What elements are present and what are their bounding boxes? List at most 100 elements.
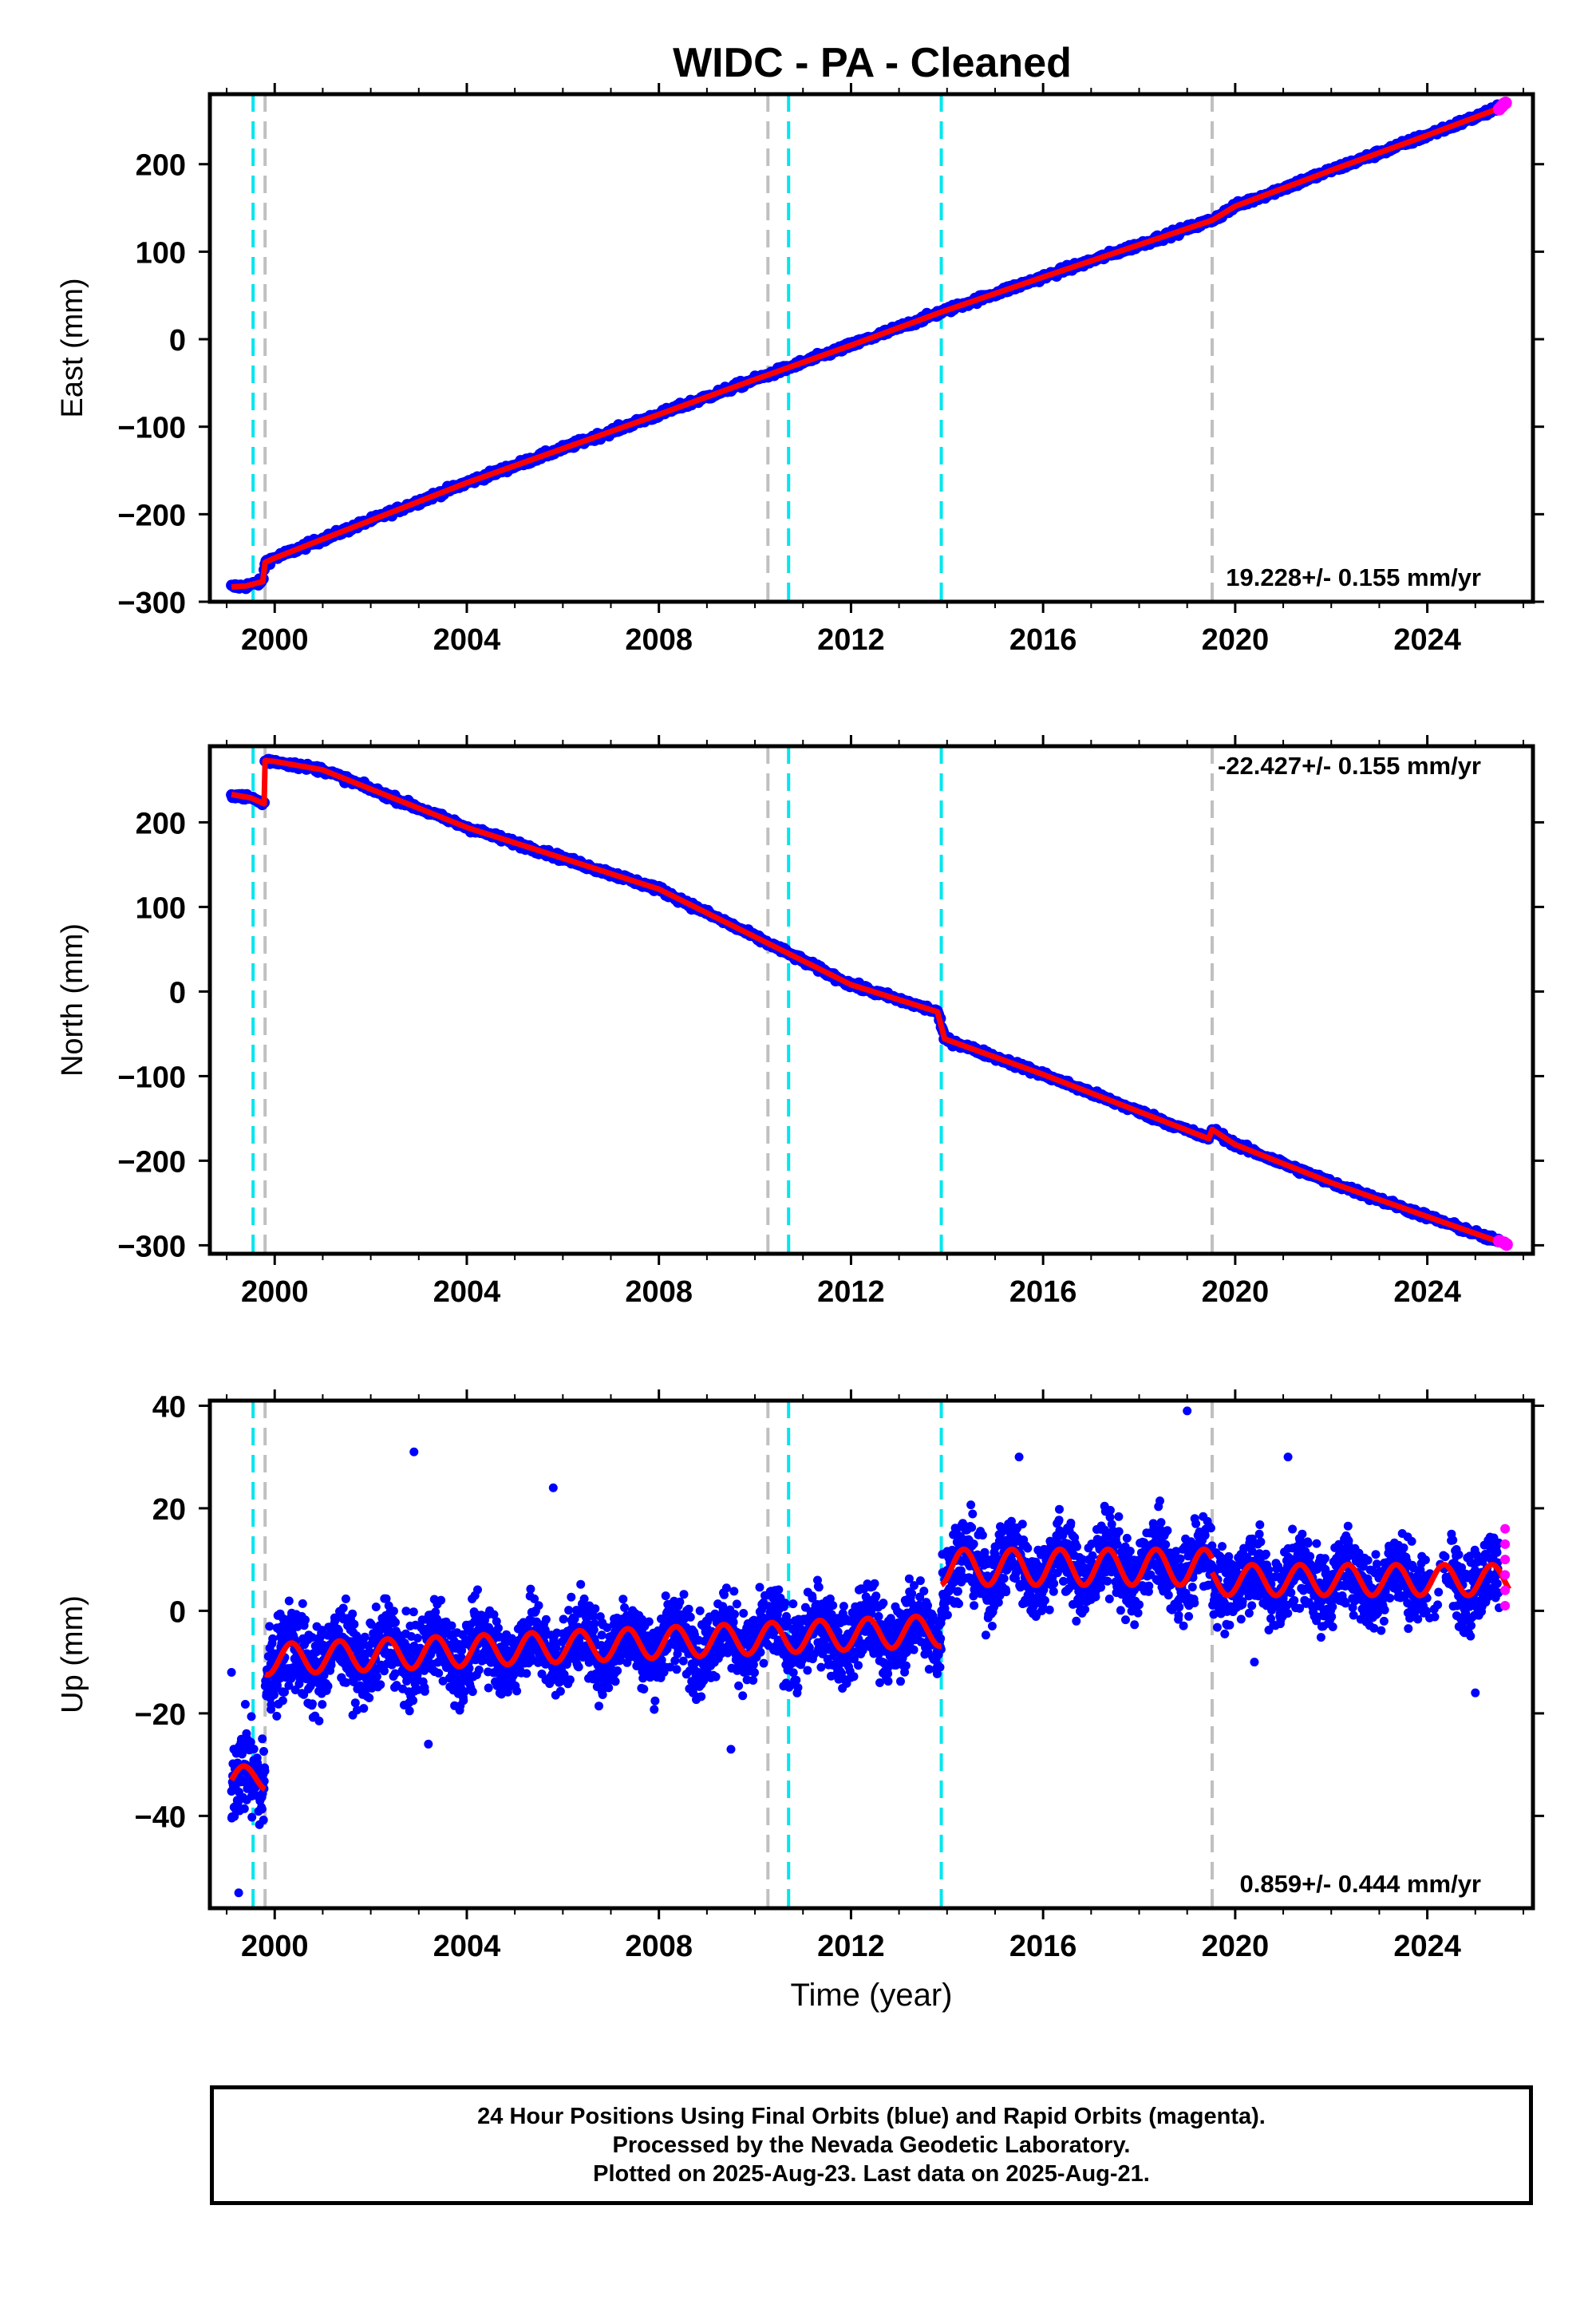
final-orbit-point: [576, 1579, 586, 1589]
final-orbit-point: [468, 1687, 477, 1697]
rapid-orbit-point: [1499, 96, 1512, 109]
final-orbit-point: [755, 1583, 764, 1592]
final-orbit-point: [259, 1747, 268, 1756]
final-orbit-point: [541, 1614, 551, 1624]
final-orbit-point: [803, 1666, 812, 1675]
x-tick-label: 2000: [241, 623, 309, 657]
final-orbit-point: [350, 1698, 360, 1708]
final-orbit-point: [249, 1745, 259, 1754]
final-orbit-point: [381, 1594, 391, 1603]
y-axis-label: East (mm): [56, 278, 89, 417]
final-orbit-point: [308, 1699, 317, 1709]
final-orbit-point: [492, 1617, 501, 1626]
final-orbit-point: [729, 1587, 739, 1596]
y-axis-label: North (mm): [56, 923, 89, 1077]
final-orbit-point: [695, 1606, 705, 1615]
final-orbit-point: [756, 1647, 765, 1657]
final-orbit-point: [380, 1666, 389, 1676]
final-orbit-point: [280, 1687, 289, 1697]
final-orbit-point: [738, 1691, 748, 1701]
plot-frame: [207, 744, 1535, 1256]
final-orbit-point: [413, 1634, 422, 1643]
final-orbit-point: [792, 1675, 801, 1685]
final-orbit-point: [318, 1626, 326, 1635]
final-orbit-point: [459, 1696, 468, 1705]
final-orbit-point: [644, 1617, 654, 1626]
y-tick-label: 0: [169, 324, 186, 358]
final-orbit-point: [239, 1804, 249, 1813]
y-tick-label: 100: [136, 236, 186, 270]
plot-area: [226, 94, 1512, 602]
final-orbit-point: [828, 1601, 838, 1611]
final-orbit-point: [618, 1595, 628, 1604]
final-orbit-point: [278, 1696, 287, 1705]
final-orbit-point: [431, 1607, 440, 1617]
final-orbit-point: [650, 1696, 660, 1705]
final-orbit-point: [260, 1766, 270, 1776]
final-orbit-point: [267, 1700, 276, 1709]
final-orbit-point: [793, 1683, 803, 1693]
final-orbit-point: [389, 1607, 398, 1616]
y-tick-label: 200: [136, 807, 186, 840]
final-orbit-point: [247, 1812, 257, 1822]
final-orbit-point: [734, 1681, 744, 1690]
final-orbit-points: [227, 1406, 1503, 1898]
final-orbit-point: [372, 1672, 381, 1682]
plot-frame: [207, 92, 1535, 604]
final-orbit-point: [788, 1599, 798, 1609]
final-orbit-point: [341, 1594, 350, 1603]
final-orbit-point: [338, 1603, 348, 1613]
final-orbit-point: [258, 1734, 267, 1744]
final-orbit-point: [541, 1659, 551, 1669]
final-orbit-point: [350, 1619, 359, 1629]
final-orbit-point: [240, 1700, 250, 1709]
final-orbit-point: [595, 1701, 603, 1711]
final-orbit-point: [474, 1666, 484, 1674]
panel-1: 2000 2004 2008 2012 2016 2020 2024−300−200−100…: [56, 83, 1544, 657]
final-orbit-point: [559, 1614, 568, 1624]
rate-label: -22.427+/- 0.155 mm/yr: [1218, 752, 1481, 780]
final-orbit-point: [238, 1747, 247, 1757]
final-orbit-point: [512, 1686, 522, 1696]
y-tick-label: −100: [117, 412, 186, 445]
rate-label: 19.228+/- 0.155 mm/yr: [1226, 563, 1481, 591]
final-orbit-point: [522, 1669, 531, 1678]
final-orbit-point: [532, 1617, 541, 1626]
final-orbit-point: [684, 1604, 693, 1614]
final-orbit-point: [685, 1612, 695, 1622]
final-orbit-point: [672, 1665, 681, 1674]
final-orbit-point: [353, 1705, 361, 1715]
final-orbit-point: [360, 1632, 369, 1642]
final-orbit-point: [661, 1591, 670, 1601]
x-tick-label: 2020: [1202, 1275, 1270, 1309]
final-orbit-point: [610, 1677, 620, 1686]
x-tick-label: 2024: [1393, 623, 1461, 657]
final-orbit-point: [273, 1681, 282, 1690]
final-orbit-point: [247, 1712, 256, 1721]
y-tick-label: −100: [117, 1061, 186, 1094]
final-orbit-point: [390, 1669, 400, 1678]
x-tick-label: 2020: [1202, 623, 1270, 657]
final-orbit-point: [749, 1676, 758, 1685]
final-orbit-point: [759, 1658, 768, 1668]
final-orbit-points: [226, 99, 1505, 595]
final-orbit-point: [259, 1816, 268, 1824]
y-tick-label: −200: [117, 499, 186, 532]
x-tick-label: 2000: [241, 1275, 309, 1309]
final-orbit-point: [598, 1690, 607, 1699]
final-orbit-point: [526, 1584, 535, 1594]
final-orbit-point: [318, 1640, 328, 1650]
final-orbit-point: [675, 1597, 685, 1607]
final-orbit-point: [284, 1596, 294, 1606]
rapid-orbit-points: [1492, 1235, 1513, 1251]
final-orbit-point: [620, 1603, 630, 1612]
final-orbit-point: [574, 1662, 583, 1672]
final-orbit-point: [730, 1610, 739, 1619]
final-orbit-point: [816, 1662, 826, 1672]
model-curve: [231, 757, 1506, 1247]
x-tick-label: 2012: [817, 1275, 885, 1309]
final-orbit-point: [814, 1583, 824, 1592]
final-orbit-point: [774, 1585, 784, 1595]
final-orbit-point: [604, 1683, 614, 1693]
final-orbit-point: [639, 1685, 649, 1694]
